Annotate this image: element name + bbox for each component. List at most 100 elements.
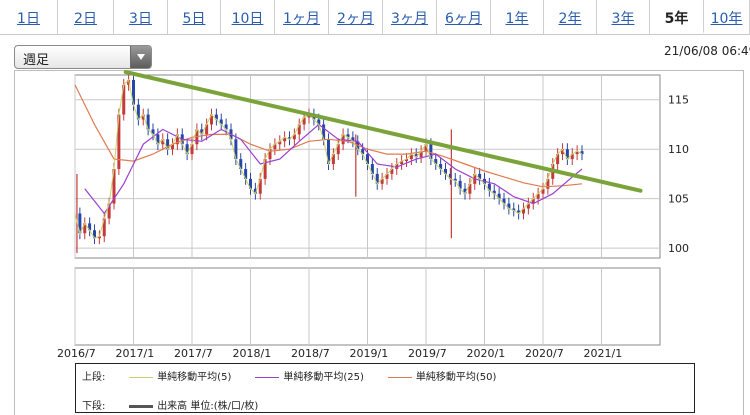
candle-body-61 — [370, 164, 374, 174]
dropdown-button[interactable] — [130, 46, 151, 68]
trendline — [123, 70, 643, 193]
candle-body-80 — [463, 188, 467, 194]
candle-body-34 — [239, 159, 243, 169]
candle-body-28 — [210, 114, 213, 125]
candle-body-72 — [424, 144, 428, 152]
x-tick-label-6: 2019/7 — [408, 347, 447, 360]
x-tick-label-5: 2019/1 — [350, 347, 389, 360]
candle-body-88 — [502, 198, 506, 204]
candle-body-74 — [434, 159, 438, 165]
ma5-line — [74, 78, 583, 239]
ma50-line — [74, 84, 583, 188]
legend-swatch-0 — [129, 376, 154, 378]
legend-label-0: 単純移動平均(5) — [157, 372, 232, 383]
chart-frame — [14, 70, 744, 415]
candle-body-54 — [336, 144, 340, 155]
candle-body-37 — [253, 188, 257, 194]
candle-body-60 — [366, 154, 369, 165]
tab-3[interactable]: 5日 — [168, 0, 221, 34]
x-tick-label-8: 2020/7 — [525, 347, 564, 360]
y-tick-label-3: 115 — [668, 94, 689, 107]
x-tick-label-3: 2018/1 — [233, 347, 272, 360]
candle-body-27 — [205, 124, 209, 135]
tab-9[interactable]: 1年 — [491, 0, 544, 34]
candle-body-100 — [561, 149, 564, 155]
candle-body-45 — [292, 134, 296, 140]
x-tick-label-7: 2020/1 — [467, 347, 506, 360]
candle-body-7 — [107, 203, 111, 219]
candle-body-21 — [175, 134, 179, 145]
legend-item-2: 単純移動平均(50) — [387, 368, 497, 383]
candle-body-16 — [151, 129, 155, 135]
y-tick-label-2: 110 — [668, 143, 689, 156]
candle-body-26 — [200, 129, 204, 135]
candle-body-42 — [278, 141, 282, 145]
tab-11[interactable]: 3年 — [597, 0, 650, 34]
candle-body-64 — [385, 173, 389, 179]
legend-label-2: 単純移動平均(50) — [415, 372, 497, 383]
candle-period-select[interactable]: 週足 — [14, 45, 152, 69]
candle-body-36 — [249, 178, 252, 189]
candle-body-83 — [478, 173, 482, 179]
tab-5[interactable]: 1ヶ月 — [275, 0, 329, 34]
candle-body-71 — [419, 151, 423, 158]
period-tabbar: 1日 2日 3日 5日 10日 1ヶ月 2ヶ月 3ヶ月 6ヶ月 1年 2年 3年 5年 10年 — [0, 0, 750, 35]
candle-body-87 — [497, 193, 501, 199]
candle-body-76 — [444, 168, 447, 174]
candle-body-33 — [234, 139, 238, 160]
candle-body-8 — [112, 168, 116, 204]
x-tick-label-4: 2018/7 — [291, 347, 330, 360]
candle-body-94 — [531, 198, 535, 204]
tab-1[interactable]: 2日 — [58, 0, 114, 34]
y-tick-label-1: 105 — [668, 193, 689, 206]
candle-body-52 — [327, 139, 330, 165]
candle-body-62 — [375, 173, 379, 184]
candle-body-53 — [331, 154, 335, 165]
candle-body-38 — [258, 178, 262, 194]
candle-body-1 — [78, 213, 82, 234]
candle-body-24 — [190, 144, 194, 155]
candle-body-79 — [458, 180, 462, 189]
candle-body-39 — [263, 159, 267, 179]
tab-7[interactable]: 3ヶ月 — [383, 0, 437, 34]
candle-body-17 — [156, 134, 160, 145]
legend-item-0: 単純移動平均(5) — [129, 368, 231, 383]
candle-body-19 — [166, 139, 170, 150]
candle-body-31 — [224, 124, 228, 130]
ma25-line — [84, 123, 583, 215]
candle-body-20 — [171, 144, 174, 150]
tab-10[interactable]: 2年 — [544, 0, 597, 34]
candle-body-85 — [487, 183, 491, 191]
candle-body-30 — [219, 119, 223, 125]
tab-8[interactable]: 6ヶ月 — [437, 0, 491, 34]
tab-12[interactable]: 5年 — [650, 0, 704, 34]
tab-6[interactable]: 2ヶ月 — [329, 0, 383, 34]
tab-2[interactable]: 3日 — [114, 0, 168, 34]
candle-body-44 — [288, 137, 291, 140]
update-timestamp: 21/06/08 06:49 — [664, 44, 750, 58]
candle-body-73 — [429, 144, 433, 160]
x-tick-label-9: 2021/1 — [584, 347, 623, 360]
candle-body-35 — [244, 168, 248, 179]
candle-body-29 — [214, 114, 218, 120]
candle-body-23 — [185, 144, 189, 155]
candle-body-2 — [83, 223, 87, 234]
candle-body-40 — [268, 149, 272, 160]
legend-lower-row: 下段: 出来高 単位:(株/口/枚) — [82, 397, 282, 412]
legend-item-volume: 出来高 単位:(株/口/枚) — [129, 397, 258, 412]
legend-upper-row: 上段: 単純移動平均(5) 単純移動平均(25) 単純移動平均(50) — [82, 368, 520, 383]
candle-body-18 — [161, 139, 165, 145]
tab-4[interactable]: 10日 — [221, 0, 275, 34]
candle-body-93 — [526, 203, 530, 209]
legend-lower-label: 下段: — [82, 401, 106, 412]
candle-body-50 — [317, 119, 321, 125]
tab-0[interactable]: 1日 — [0, 0, 58, 34]
candle-body-47 — [302, 117, 306, 125]
candle-body-57 — [351, 137, 355, 142]
candle-body-95 — [536, 193, 540, 199]
candle-body-99 — [556, 154, 560, 165]
candle-body-46 — [297, 124, 301, 135]
candle-body-78 — [453, 178, 457, 181]
candle-body-102 — [570, 154, 574, 160]
candle-body-69 — [409, 154, 413, 160]
